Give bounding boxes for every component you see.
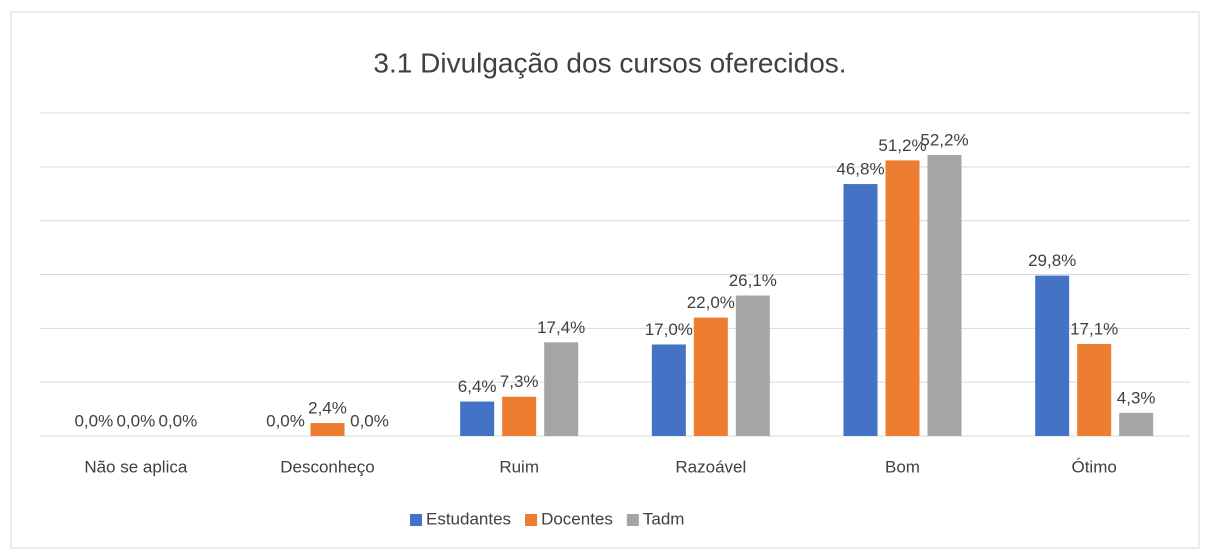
data-label: 4,3% [1117,388,1156,407]
x-tick-label: Bom [885,457,920,476]
bar [735,295,770,436]
legend-label: Docentes [541,509,613,528]
data-label: 2,4% [308,399,347,418]
legend-label: Tadm [643,509,685,528]
data-label: 29,8% [1028,251,1076,270]
bar [544,342,579,436]
bar [460,401,495,436]
bar [1119,412,1154,436]
data-label: 0,0% [116,411,155,430]
data-label: 0,0% [158,411,197,430]
legend-swatch [410,514,422,526]
data-label: 46,8% [836,160,884,179]
data-label: 0,0% [266,411,305,430]
x-tick-label: Ruim [499,457,539,476]
data-label: 51,2% [878,136,926,155]
data-label: 22,0% [687,293,735,312]
data-label: 0,0% [74,411,113,430]
data-label: 17,1% [1070,319,1118,338]
legend-swatch [525,514,538,526]
x-tick-label: Razoável [675,457,746,476]
bar [1035,275,1070,436]
bar [1077,343,1112,436]
bar [885,160,920,436]
data-label: 17,0% [645,320,693,339]
bar [927,154,962,437]
data-label: 0,0% [350,411,389,430]
bar [843,184,878,436]
data-label: 26,1% [729,271,777,290]
chart-title: 3.1 Divulgação dos cursos oferecidos. [373,47,846,78]
x-tick-label: Não se aplica [84,457,188,476]
data-label: 6,4% [458,377,497,396]
legend-swatch [626,514,639,526]
bar [310,423,345,436]
bar [693,317,728,436]
bar [502,396,537,436]
x-tick-label: Ótimo [1071,457,1116,476]
data-label: 52,2% [920,130,968,149]
data-label: 17,4% [537,318,585,337]
x-tick-label: Desconheço [280,457,375,476]
data-label: 7,3% [500,372,539,391]
bar [651,344,686,436]
legend-label: Estudantes [426,509,511,528]
chart-frame [10,11,1200,549]
